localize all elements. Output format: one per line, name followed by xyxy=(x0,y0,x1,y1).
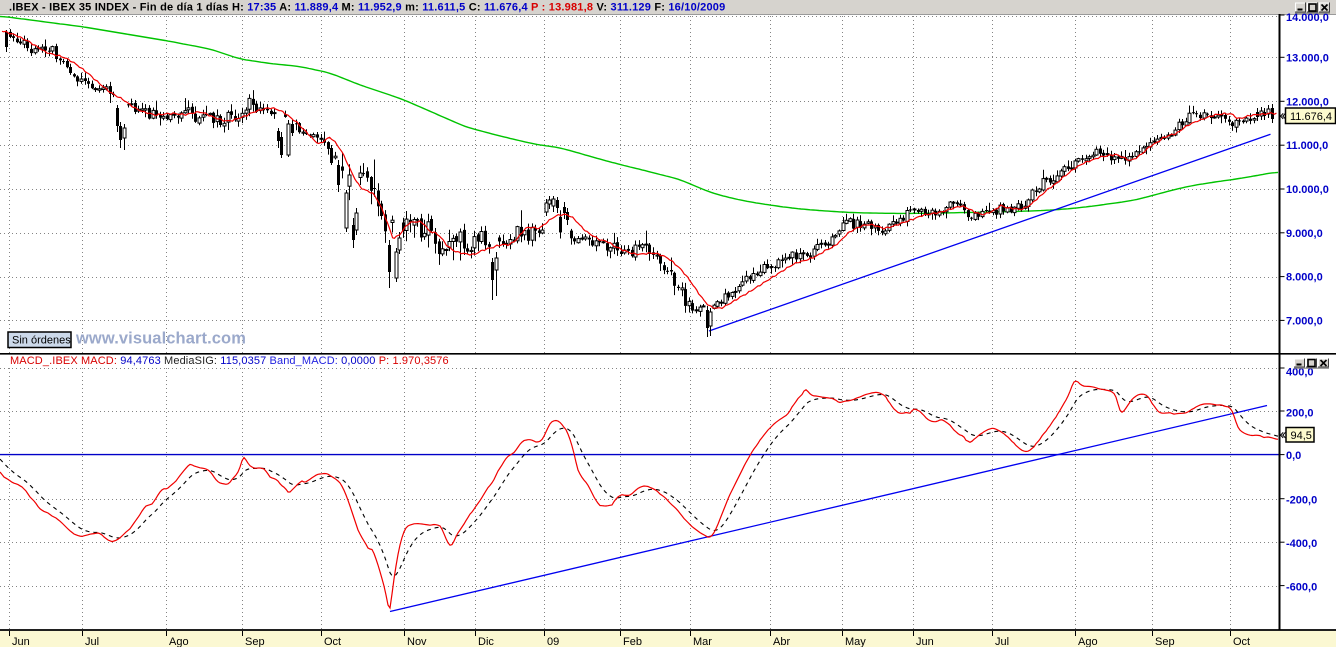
svg-text:Dic: Dic xyxy=(478,636,494,647)
svg-text:7.000,0: 7.000,0 xyxy=(1286,315,1323,327)
svg-text:Abr: Abr xyxy=(773,636,790,647)
svg-text:-400,0: -400,0 xyxy=(1286,538,1317,550)
svg-text:Mar: Mar xyxy=(693,636,712,647)
svg-text:0,0: 0,0 xyxy=(1286,450,1301,462)
svg-text:400,0: 400,0 xyxy=(1286,367,1314,379)
svg-text:11.676,4: 11.676,4 xyxy=(1290,111,1332,123)
svg-text:09: 09 xyxy=(547,636,559,647)
svg-text:94,5: 94,5 xyxy=(1291,430,1312,442)
svg-text:MACD_.IBEX MACD: 94,4763 Medi: MACD_.IBEX MACD: 94,4763 MediaSIG: 115,0… xyxy=(10,355,449,367)
svg-text:-600,0: -600,0 xyxy=(1286,581,1317,593)
svg-text:Nov: Nov xyxy=(407,636,427,647)
svg-text:www.visualchart.com: www.visualchart.com xyxy=(75,330,246,348)
svg-text:Sep: Sep xyxy=(1155,636,1175,647)
svg-text:Feb: Feb xyxy=(623,636,642,647)
svg-text:Oct: Oct xyxy=(324,636,341,647)
svg-text:May: May xyxy=(845,636,866,647)
svg-text:8.000,0: 8.000,0 xyxy=(1286,272,1323,284)
svg-text:Sin órdenes: Sin órdenes xyxy=(12,335,71,347)
svg-text:Oct: Oct xyxy=(1233,636,1250,647)
svg-text:Jun: Jun xyxy=(12,636,30,647)
svg-text:Ago: Ago xyxy=(1078,636,1098,647)
svg-text:10.000,0: 10.000,0 xyxy=(1286,184,1329,196)
svg-text:Ago: Ago xyxy=(169,636,189,647)
svg-text:-200,0: -200,0 xyxy=(1286,495,1317,507)
svg-text:.IBEX - IBEX 35 INDEX - Fin de: .IBEX - IBEX 35 INDEX - Fin de día 1 día… xyxy=(9,2,725,14)
svg-text:12.000,0: 12.000,0 xyxy=(1286,96,1329,108)
svg-text:14.000,0: 14.000,0 xyxy=(1286,12,1329,24)
svg-text:9.000,0: 9.000,0 xyxy=(1286,228,1323,240)
svg-text:Jun: Jun xyxy=(916,636,934,647)
svg-text:Jul: Jul xyxy=(995,636,1009,647)
svg-text:Sep: Sep xyxy=(245,636,265,647)
svg-text:13.000,0: 13.000,0 xyxy=(1286,52,1329,64)
svg-text:Jul: Jul xyxy=(85,636,99,647)
svg-text:200,0: 200,0 xyxy=(1286,407,1314,419)
svg-text:11.000,0: 11.000,0 xyxy=(1286,140,1328,152)
